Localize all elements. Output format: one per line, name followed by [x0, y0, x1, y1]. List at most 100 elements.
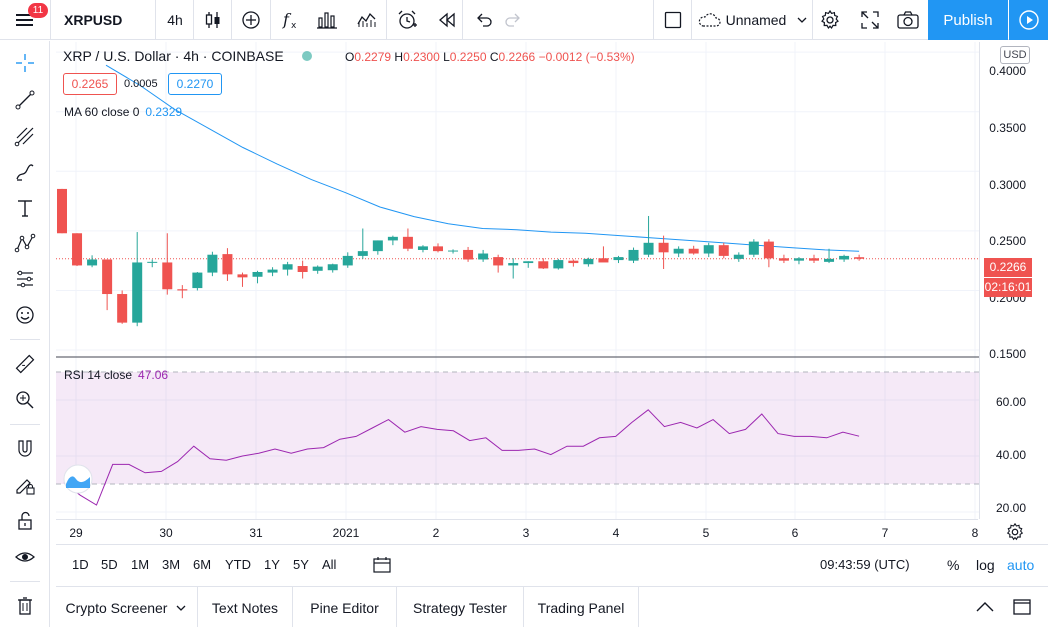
time-tick: 6 — [791, 526, 799, 540]
candle-body — [357, 251, 368, 256]
log-scale-toggle[interactable]: log — [976, 557, 995, 573]
percent-scale-toggle[interactable]: % — [947, 557, 960, 573]
range-all[interactable]: All — [322, 557, 337, 572]
chevron-down-icon — [177, 605, 186, 611]
zoom-tool[interactable] — [7, 383, 43, 417]
range-1y[interactable]: 1Y — [264, 557, 280, 572]
price-tick: 0.2500 — [989, 234, 1026, 248]
crosshair-icon — [16, 54, 34, 72]
buy-button[interactable]: 0.2270 — [168, 73, 222, 95]
range-5y[interactable]: 5Y — [293, 557, 309, 572]
time-tick: 3 — [522, 526, 530, 540]
undo-button[interactable] — [469, 0, 499, 40]
settings-button[interactable] — [815, 0, 845, 40]
redo-button[interactable] — [498, 0, 528, 40]
fullscreen-button[interactable] — [855, 0, 885, 40]
tab-trading-panel[interactable]: Trading Panel — [524, 587, 639, 627]
rsi-tick: 20.00 — [995, 501, 1026, 515]
gear-icon — [821, 9, 839, 30]
symbol-search-button[interactable]: XRPUSD — [64, 12, 123, 28]
range-3m[interactable]: 3M — [162, 557, 181, 572]
icons-tool[interactable] — [7, 298, 43, 332]
candle-body — [733, 254, 744, 259]
candle-body — [402, 236, 413, 249]
chart-canvas[interactable] — [56, 42, 979, 519]
eye-icon — [15, 552, 35, 562]
scale-settings-button[interactable] — [1005, 522, 1027, 542]
replay-play-button[interactable] — [1009, 0, 1048, 40]
ruler-icon — [15, 354, 35, 374]
fullscreen-select-button[interactable] — [658, 0, 688, 40]
maximize-panel-button[interactable] — [1011, 597, 1035, 617]
divider — [812, 0, 813, 40]
tab-crypto-screener[interactable]: Crypto Screener — [56, 587, 198, 627]
candle-body — [748, 241, 759, 255]
plus-circle-icon — [242, 11, 260, 29]
tab-text-notes[interactable]: Text Notes — [198, 587, 293, 627]
time-scale[interactable]: 29 30 31 2021 2 3 4 5 6 7 8 — [56, 519, 978, 543]
sell-button[interactable]: 0.2265 — [63, 73, 117, 95]
tab-pine-editor[interactable]: Pine Editor — [293, 587, 397, 627]
tab-strategy-tester[interactable]: Strategy Tester — [397, 587, 524, 627]
main-menu-button[interactable]: 11 — [0, 0, 50, 40]
fib-tool[interactable] — [7, 119, 43, 153]
camera-icon — [897, 11, 919, 29]
divider — [653, 0, 654, 40]
range-1d[interactable]: 1D — [72, 557, 89, 572]
trend-line-icon — [15, 90, 35, 110]
gear-icon — [1006, 522, 1024, 541]
compare-button[interactable] — [236, 0, 266, 40]
ma-value: 0.2329 — [145, 105, 183, 119]
auto-scale-toggle[interactable]: auto — [1007, 557, 1035, 573]
layout-name-button[interactable]: Unnamed — [695, 0, 809, 40]
rsi-label: RSI 14 close — [64, 368, 133, 382]
range-6m[interactable]: 6M — [193, 557, 212, 572]
candle-body — [463, 249, 474, 260]
trash-icon — [18, 597, 32, 615]
candle-body — [222, 254, 233, 275]
collapse-panel-button[interactable] — [974, 597, 998, 617]
snapshot-button[interactable] — [893, 0, 923, 40]
alert-button[interactable] — [392, 0, 422, 40]
ma-legend[interactable]: MA 60 close 0 0.2329 — [64, 105, 182, 119]
cloud-icon — [698, 13, 721, 27]
open-key: O — [345, 50, 355, 64]
range-ytd[interactable]: YTD — [225, 557, 251, 572]
range-5d[interactable]: 5D — [101, 557, 118, 572]
hide-drawings-tool[interactable] — [7, 540, 43, 574]
chart-type-button[interactable] — [198, 0, 228, 40]
candle-body — [282, 264, 293, 270]
templates-button[interactable] — [312, 0, 342, 40]
pencil-lock-icon — [16, 479, 35, 495]
stay-drawing-tool[interactable] — [7, 468, 43, 502]
financials-button[interactable] — [352, 0, 382, 40]
candle-body — [147, 261, 158, 263]
publish-button[interactable]: Publish — [928, 0, 1008, 40]
brush-tool[interactable] — [7, 155, 43, 189]
currency-button[interactable]: USD — [1000, 46, 1030, 64]
close-key: C — [489, 50, 499, 64]
magnet-tool[interactable] — [7, 432, 43, 466]
pattern-tool[interactable] — [7, 226, 43, 260]
bar-replay-button[interactable] — [432, 0, 462, 40]
rsi-legend[interactable]: RSI 14 close 47.06 — [64, 368, 168, 382]
lock-drawings-tool[interactable] — [7, 504, 43, 538]
price-scale[interactable]: 0.4000 0.3500 0.3000 0.2500 0.2000 0.150… — [979, 42, 1048, 519]
measure-tool[interactable] — [7, 347, 43, 381]
trend-line-tool[interactable] — [7, 83, 43, 117]
timezone-clock[interactable]: 09:43:59 (UTC) — [820, 557, 910, 572]
prediction-tool[interactable] — [7, 262, 43, 296]
remove-drawings-tool[interactable] — [7, 589, 43, 623]
close-value: 0.2266 — [498, 50, 536, 64]
crosshair-tool[interactable] — [7, 46, 43, 80]
interval-button[interactable]: 4h — [167, 12, 183, 28]
range-1m[interactable]: 1M — [131, 557, 150, 572]
candle-body — [162, 262, 173, 290]
goto-date-button[interactable] — [372, 555, 392, 575]
symbol-legend[interactable]: XRP / U.S. Dollar · 4h · COINBASE — [63, 48, 312, 64]
rewind-icon — [439, 12, 455, 28]
text-tool[interactable] — [7, 191, 43, 225]
candle-body — [718, 245, 729, 256]
tab-label: Strategy Tester — [413, 599, 507, 616]
